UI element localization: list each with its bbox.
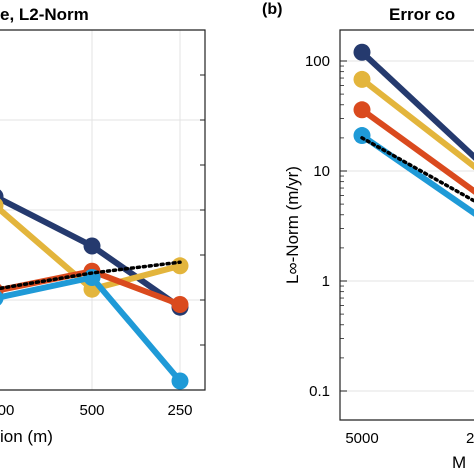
panel-a-title: e, L2-Norm — [0, 5, 89, 24]
panel-b-y-tick-label: 10 — [313, 163, 330, 180]
panel-a-x-tick-label: 00 — [0, 402, 14, 419]
panel-a-x-tick-label: 250 — [167, 402, 192, 419]
panel-b-series-line — [360, 107, 474, 195]
panel-a-series — [0, 189, 189, 390]
panel-a-data-point — [171, 296, 189, 313]
panel-b-data-point — [353, 43, 371, 61]
panel-a-x-axis-label: ion (m) — [0, 427, 53, 446]
panel-a-data-point — [0, 291, 4, 306]
panel-b-series — [353, 43, 474, 217]
panel-a-x-ticks: 00 500 250 — [0, 402, 193, 419]
panel-b-title: Error co — [389, 5, 455, 24]
panel-b-x-axis-label: M — [452, 453, 466, 472]
panel-b-label: (b) — [262, 1, 282, 18]
panel-b-y-tick-label: 0.1 — [309, 383, 330, 400]
panel-a: 00 500 250 e, L2-Norm ion (m) — [0, 5, 206, 446]
panel-b-x-tick-label: 2 — [466, 430, 474, 447]
panel-b-x-tick-label: 5000 — [345, 430, 378, 447]
panel-b-data-point — [353, 101, 371, 119]
panel-b-y-tick-label: 1 — [322, 273, 330, 290]
panel-b-grid — [340, 60, 474, 392]
panel-a-x-tick-label: 500 — [79, 402, 104, 419]
panel-a-axis-frame — [0, 29, 206, 391]
panel-b-y-ticks: 100 10 1 0.1 — [305, 53, 330, 400]
panel-b: 100 10 1 0.1 5000 2 (b) Error co L∞-Norm (m/… — [262, 1, 474, 472]
panel-b-series-line — [360, 136, 474, 203]
panel-b-x-ticks: 5000 2 — [345, 430, 474, 447]
panel-b-y-tick-label: 100 — [305, 53, 330, 70]
panel-a-data-point — [171, 372, 189, 390]
panel-b-series-line — [359, 50, 474, 161]
panel-b-data-point — [353, 70, 371, 88]
panel-a-grid — [0, 30, 205, 390]
panel-b-series-line — [360, 77, 474, 171]
panel-a-data-point — [83, 237, 101, 255]
panel-a-data-point — [0, 198, 4, 213]
panel-b-axis-frame — [339, 29, 474, 421]
panel-b-y-axis-label: L∞-Norm (m/yr) — [283, 166, 302, 284]
panel-a-series-line — [0, 260, 182, 291]
panel-a-data-point — [171, 257, 189, 275]
